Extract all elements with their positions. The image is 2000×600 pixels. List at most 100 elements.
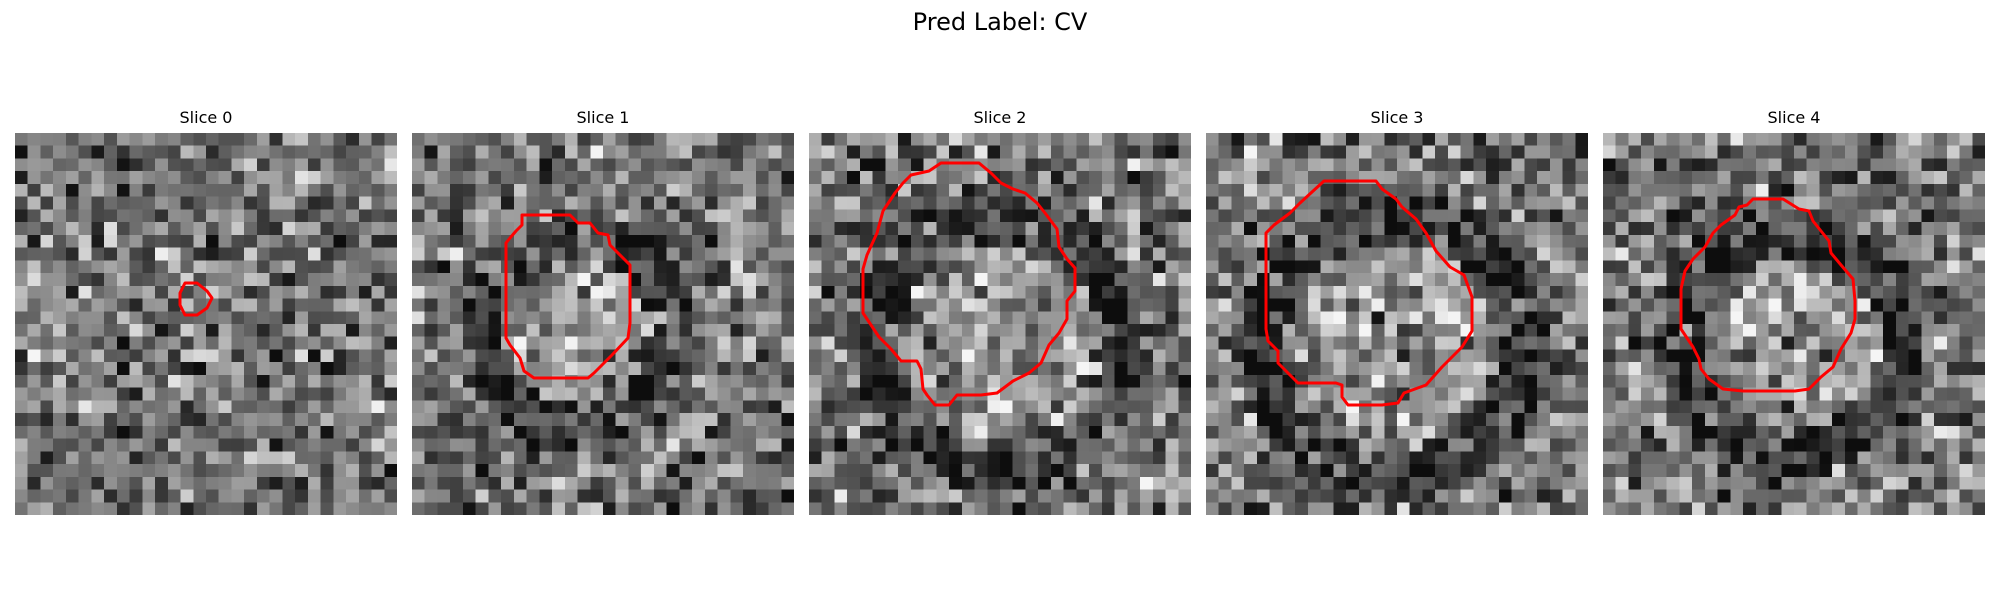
image-pixel (755, 413, 770, 427)
image-pixel (1269, 285, 1283, 300)
image-pixel (1562, 324, 1576, 338)
image-pixel (1641, 324, 1655, 338)
image-pixel (1140, 400, 1154, 414)
image-pixel (1666, 133, 1680, 147)
image-pixel (1358, 502, 1373, 515)
image-pixel (1295, 387, 1309, 401)
image-pixel (1666, 438, 1680, 452)
image-pixel (1409, 298, 1424, 312)
image-pixel (1641, 400, 1655, 414)
image-pixel (269, 171, 283, 185)
image-pixel (1025, 476, 1039, 491)
image-pixel (974, 222, 988, 236)
image-pixel (1346, 489, 1360, 503)
image-pixel (859, 362, 874, 376)
image-pixel (1857, 209, 1871, 223)
image-pixel (346, 171, 360, 185)
image-pixel (552, 425, 566, 440)
image-pixel (193, 413, 207, 427)
image-pixel (437, 362, 451, 376)
image-pixel (307, 145, 322, 160)
image-pixel (961, 273, 976, 287)
image-pixel (1511, 196, 1525, 210)
image-pixel (142, 209, 156, 223)
image-pixel (1781, 476, 1795, 491)
image-pixel (987, 425, 1001, 440)
image-pixel (78, 438, 92, 452)
image-pixel (27, 489, 42, 503)
image-pixel (1269, 183, 1283, 198)
image-pixel (1562, 336, 1576, 351)
image-pixel (1282, 209, 1296, 223)
image-pixel (1537, 349, 1551, 363)
image-pixel (1114, 425, 1128, 440)
image-pixel (1101, 273, 1116, 287)
image-pixel (1628, 298, 1642, 312)
image-pixel (1231, 273, 1245, 287)
image-pixel (1562, 171, 1576, 185)
image-pixel (1895, 413, 1910, 427)
image-pixel (1704, 247, 1719, 261)
image-pixel (872, 349, 886, 363)
image-pixel (717, 451, 731, 465)
image-pixel (104, 171, 118, 185)
image-pixel (1895, 260, 1910, 274)
image-pixel (282, 145, 296, 160)
image-pixel (1460, 413, 1474, 427)
image-pixel (1666, 349, 1680, 363)
image-pixel (218, 209, 233, 223)
image-pixel (1895, 285, 1910, 300)
image-pixel (1435, 209, 1449, 223)
image-pixel (641, 133, 655, 147)
image-pixel (1537, 451, 1551, 465)
image-pixel (859, 145, 874, 160)
image-pixel (116, 209, 131, 223)
image-pixel (320, 133, 334, 147)
image-pixel (552, 285, 566, 300)
image-pixel (78, 362, 92, 376)
image-pixel (320, 400, 334, 414)
image-pixel (1934, 387, 1948, 401)
image-pixel (1844, 349, 1859, 363)
image-pixel (987, 502, 1001, 515)
image-pixel (1127, 133, 1141, 147)
image-pixel (679, 413, 693, 427)
image-pixel (1050, 196, 1065, 210)
image-pixel (1511, 374, 1525, 389)
image-pixel (320, 311, 334, 325)
image-pixel (1679, 145, 1693, 160)
image-pixel (307, 298, 322, 312)
image-pixel (412, 133, 426, 147)
image-pixel (358, 247, 373, 261)
image-pixel (1908, 234, 1922, 249)
image-pixel (755, 247, 770, 261)
image-pixel (1127, 209, 1141, 223)
image-pixel (142, 413, 156, 427)
image-pixel (193, 374, 207, 389)
image-pixel (295, 311, 309, 325)
image-pixel (475, 489, 489, 503)
image-pixel (590, 400, 604, 414)
image-pixel (1460, 451, 1474, 465)
image-pixel (1857, 133, 1871, 147)
image-pixel (320, 158, 334, 172)
image-pixel (1498, 273, 1513, 287)
image-pixel (307, 247, 322, 261)
image-pixel (1435, 425, 1449, 440)
image-pixel (1371, 362, 1385, 376)
image-pixel (1486, 273, 1500, 287)
image-pixel (1537, 171, 1551, 185)
image-pixel (1486, 158, 1500, 172)
image-pixel (1781, 273, 1795, 287)
image-pixel (307, 158, 322, 172)
image-pixel (1717, 324, 1731, 338)
image-pixel (1806, 349, 1821, 363)
image-pixel (1165, 273, 1179, 287)
image-pixel (1934, 158, 1948, 172)
image-pixel (501, 374, 515, 389)
image-pixel (282, 451, 296, 465)
image-pixel (1269, 196, 1283, 210)
image-pixel (1486, 171, 1500, 185)
image-pixel (679, 209, 693, 223)
image-pixel (781, 273, 794, 287)
